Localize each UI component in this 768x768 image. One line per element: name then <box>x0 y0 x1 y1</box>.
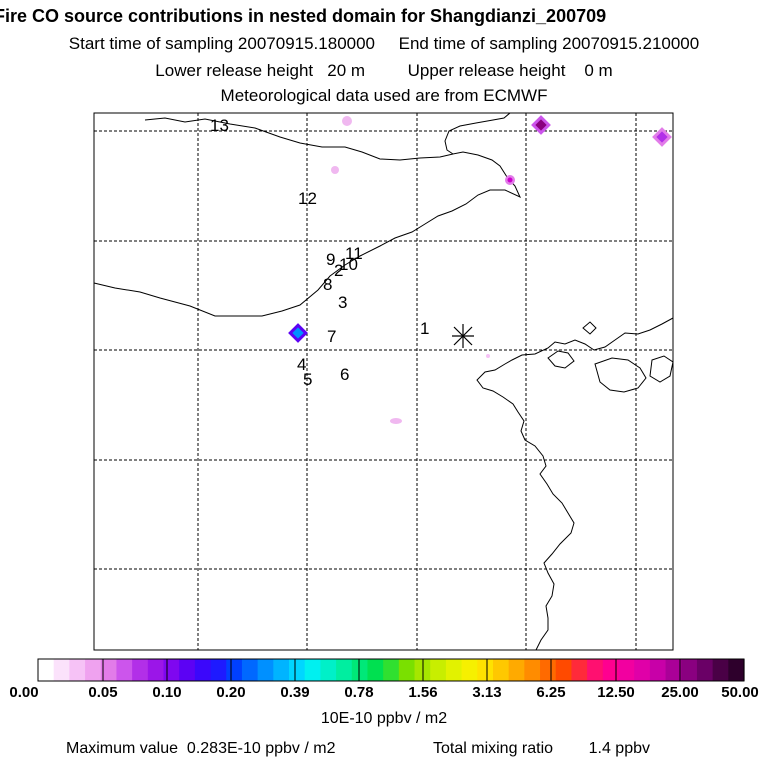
colorbar-swatch <box>477 659 494 681</box>
met-data-line: Meteorological data used are from ECMWF <box>220 86 548 105</box>
site-label: 13 <box>210 116 229 135</box>
colorbar-swatch <box>163 659 180 681</box>
total-mixing-line: Total mixing ratio 1.4 ppbv <box>433 740 650 758</box>
colorbar-swatch <box>53 659 70 681</box>
colorbar-swatch <box>618 659 635 681</box>
colorbar-swatch <box>445 659 463 681</box>
receptor-asterisk-icon <box>452 324 474 348</box>
colorbar-swatch <box>571 659 588 681</box>
max-label: Maximum value <box>66 740 179 757</box>
lower-label: Lower release height <box>155 61 314 80</box>
colorbar-swatch <box>649 659 667 681</box>
colorbar-tick-label: 0.78 <box>344 684 374 701</box>
colorbar-swatch <box>38 659 55 681</box>
site-label: 5 <box>303 370 312 389</box>
colorbar-swatch <box>398 659 416 681</box>
total-label: Total mixing ratio <box>433 740 554 757</box>
colorbar-swatch <box>257 659 274 681</box>
colorbar-tick-label: 12.50 <box>597 684 635 701</box>
map-title: Fire CO source contributions in nested d… <box>0 6 607 26</box>
colorbar-swatch <box>289 659 306 681</box>
colorbar-swatch <box>241 659 259 681</box>
total-value: 1.4 ppbv <box>588 740 650 757</box>
colorbar-swatch <box>696 659 714 681</box>
colorbar-dividers <box>102 659 681 681</box>
sampling-times: Start time of sampling 20070915.180000 E… <box>0 34 768 54</box>
colorbar-tick-label: 0.10 <box>152 684 182 701</box>
colorbar-swatch <box>383 659 400 681</box>
colorbar-tick-label: 0.20 <box>216 684 246 701</box>
colorbar-swatch <box>210 659 227 681</box>
colorbar-swatch <box>367 659 384 681</box>
colorbar-tick-label: 0.00 <box>9 684 39 701</box>
colorbar-units: 10E-10 ppbv / m2 <box>320 710 448 727</box>
colorbar-swatches <box>38 659 745 681</box>
colorbar-swatch <box>712 659 729 681</box>
colorbar-swatch <box>304 659 321 681</box>
colorbar-tick-label: 3.13 <box>472 684 502 701</box>
colorbar-swatch <box>69 659 86 681</box>
colorbar-swatch <box>336 659 353 681</box>
lower-value: 20 m <box>327 61 366 80</box>
colorbar-swatch <box>665 659 682 681</box>
colorbar-tick-label: 0.05 <box>88 684 118 701</box>
colorbar-swatch <box>728 659 745 681</box>
site-label: 12 <box>298 189 317 208</box>
grid-lines <box>94 113 673 650</box>
colorbar-swatch <box>540 659 557 681</box>
colorbar-tick-label: 50.00 <box>721 684 759 701</box>
colorbar-frame <box>37 658 745 682</box>
site-label: 10 <box>339 255 358 274</box>
colorbar-swatch <box>273 659 290 681</box>
colorbar-swatch <box>508 659 525 681</box>
site-label: 11 <box>345 244 363 263</box>
colorbar-swatch <box>602 659 620 681</box>
colorbar-swatch <box>492 659 510 681</box>
colorbar-swatch <box>85 659 102 681</box>
max-value: 0.283E-10 ppbv / m2 <box>186 740 336 757</box>
release-heights: Lower release height 20 m Upper release … <box>0 61 768 81</box>
colorbar-swatch <box>587 659 604 681</box>
colorbar-tick-label: 25.00 <box>661 684 699 701</box>
max-value-line: Maximum value 0.283E-10 ppbv / m2 <box>66 740 335 758</box>
site-label: 8 <box>323 275 332 294</box>
colorbar-tick-label: 6.25 <box>536 684 566 701</box>
site-labels: 1 2 3 4 5 6 7 8 9 10 11 12 13 <box>210 116 429 389</box>
upper-label: Upper release height <box>407 61 566 80</box>
site-label: 2 <box>334 261 343 280</box>
start-value: 20070915.180000 <box>237 34 376 53</box>
upper-value: 0 m <box>584 61 613 80</box>
site-label: 3 <box>338 293 347 312</box>
colorbar-swatch <box>555 659 573 681</box>
map-frame <box>93 112 674 651</box>
colorbar-swatch <box>351 659 369 681</box>
coastlines <box>93 112 674 651</box>
end-label: End time of sampling <box>398 34 558 53</box>
colorbar-swatch <box>524 659 541 681</box>
site-label: 1 <box>420 319 429 338</box>
colorbar-swatch <box>226 659 243 681</box>
colorbar-tick-label: 1.56 <box>408 684 438 701</box>
colorbar-tick-label: 0.39 <box>280 684 310 701</box>
colorbar-swatch <box>634 659 651 681</box>
colorbar-swatch <box>430 659 447 681</box>
site-label: 9 <box>326 250 335 269</box>
end-value: 20070915.210000 <box>562 34 700 53</box>
colorbar-swatch <box>194 659 212 681</box>
colorbar-swatch <box>147 659 165 681</box>
colorbar-swatch <box>461 659 478 681</box>
colorbar-swatch <box>681 659 698 681</box>
colorbar-swatch <box>179 659 196 681</box>
site-label: 7 <box>327 327 336 346</box>
site-label: 6 <box>340 365 349 384</box>
colorbar-swatch <box>100 659 118 681</box>
colorbar-swatch <box>132 659 149 681</box>
colorbar-swatch <box>116 659 133 681</box>
start-label: Start time of sampling <box>68 34 234 53</box>
colorbar-swatch <box>320 659 337 681</box>
site-label: 4 <box>297 355 306 374</box>
